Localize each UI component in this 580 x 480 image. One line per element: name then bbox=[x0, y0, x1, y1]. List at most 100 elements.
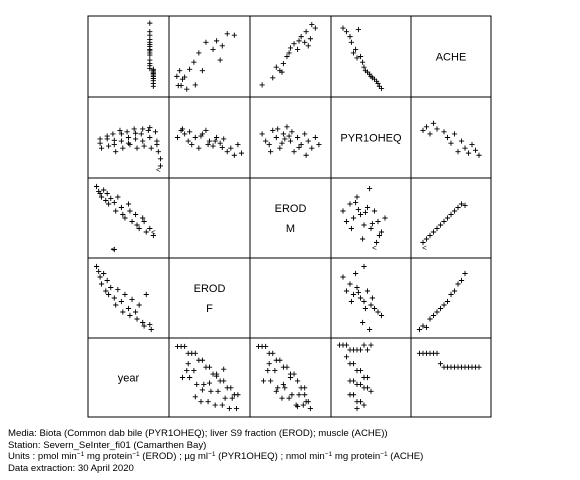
point-marker bbox=[361, 298, 367, 305]
diagonal-label: PYR1OHEQ bbox=[340, 133, 402, 145]
point-marker bbox=[184, 368, 190, 374]
point-marker bbox=[350, 291, 357, 298]
point-marker bbox=[113, 302, 119, 308]
point-marker bbox=[455, 149, 461, 155]
point-marker bbox=[277, 357, 283, 363]
point-marker bbox=[357, 381, 364, 387]
point-marker bbox=[217, 140, 223, 146]
point-marker bbox=[182, 74, 188, 80]
point-marker bbox=[353, 46, 359, 52]
point-marker bbox=[231, 152, 237, 158]
point-marker bbox=[309, 21, 315, 28]
point-marker bbox=[125, 201, 132, 207]
point-marker bbox=[448, 140, 454, 146]
point-marker bbox=[201, 381, 207, 387]
point-marker bbox=[129, 296, 135, 302]
point-marker bbox=[444, 134, 451, 141]
point-marker bbox=[361, 402, 367, 408]
point-marker bbox=[206, 138, 213, 144]
point-marker bbox=[206, 380, 213, 386]
point-marker bbox=[369, 221, 375, 227]
point-marker bbox=[221, 378, 227, 384]
point-marker bbox=[272, 368, 278, 374]
point-marker bbox=[302, 39, 308, 45]
point-marker bbox=[235, 142, 241, 148]
point-marker bbox=[259, 82, 265, 88]
point-marker bbox=[282, 385, 288, 391]
point-marker bbox=[362, 209, 368, 215]
point-marker bbox=[441, 302, 447, 308]
point-marker bbox=[97, 136, 103, 142]
point-marker bbox=[263, 138, 269, 144]
point-marker bbox=[360, 319, 366, 326]
point-marker bbox=[184, 86, 190, 92]
point-marker bbox=[455, 281, 461, 287]
point-marker bbox=[185, 138, 191, 144]
point-marker bbox=[434, 225, 440, 232]
point-marker bbox=[152, 129, 159, 135]
point-marker bbox=[295, 378, 301, 384]
point-marker bbox=[147, 124, 153, 131]
point-marker bbox=[462, 270, 468, 277]
panel-2-1 bbox=[168, 177, 251, 259]
point-marker bbox=[279, 140, 285, 146]
point-marker bbox=[157, 163, 164, 169]
point-marker bbox=[97, 190, 103, 197]
units-sup-3: −1 bbox=[208, 451, 216, 459]
point-marker bbox=[284, 53, 290, 60]
point-marker bbox=[286, 395, 292, 401]
point-marker bbox=[355, 207, 361, 213]
point-marker bbox=[222, 395, 228, 401]
point-marker bbox=[111, 246, 117, 253]
point-marker bbox=[309, 145, 315, 151]
point-marker bbox=[233, 405, 240, 412]
point-marker bbox=[192, 82, 198, 88]
less-than-marker: < bbox=[422, 243, 427, 252]
point-marker bbox=[420, 323, 426, 329]
point-marker bbox=[437, 361, 444, 367]
point-marker bbox=[451, 288, 458, 294]
point-marker bbox=[369, 295, 375, 301]
point-marker bbox=[353, 270, 359, 277]
point-marker bbox=[340, 208, 346, 214]
point-marker bbox=[378, 312, 385, 319]
point-marker bbox=[177, 68, 183, 74]
caption-units: Units : pmol min−1 mg protein−1 (EROD) ;… bbox=[8, 451, 423, 463]
point-marker bbox=[133, 136, 139, 142]
point-marker bbox=[376, 232, 382, 239]
panel-points-0-1 bbox=[174, 31, 237, 92]
point-marker bbox=[427, 232, 433, 239]
panel-points-1-0 bbox=[97, 124, 164, 169]
point-marker bbox=[108, 195, 114, 201]
panel-points-3-0 bbox=[93, 263, 154, 333]
panel-points-2-3 bbox=[340, 186, 388, 246]
point-marker bbox=[348, 298, 354, 305]
point-marker bbox=[224, 149, 230, 155]
panel-4-4 bbox=[410, 337, 492, 418]
point-marker bbox=[205, 399, 211, 405]
point-marker bbox=[375, 309, 381, 315]
point-marker bbox=[357, 368, 364, 374]
point-marker bbox=[118, 131, 124, 137]
units-text-1: Units : pmol min bbox=[8, 451, 77, 463]
point-marker bbox=[340, 25, 346, 31]
point-marker bbox=[279, 69, 285, 75]
point-marker bbox=[368, 388, 374, 394]
panel-2-0 bbox=[87, 177, 170, 259]
point-marker bbox=[154, 142, 160, 148]
point-marker bbox=[179, 374, 186, 381]
units-text-3: (EROD) ; µg ml bbox=[139, 451, 209, 463]
point-marker bbox=[350, 392, 357, 398]
point-marker bbox=[364, 374, 371, 381]
point-marker bbox=[122, 215, 128, 221]
point-marker bbox=[101, 187, 107, 193]
point-marker bbox=[374, 239, 380, 246]
point-marker bbox=[282, 136, 288, 142]
caption-station: Station: Severn_SeInter_fi01 (Camarthen … bbox=[8, 439, 207, 451]
point-marker bbox=[378, 85, 385, 92]
point-marker bbox=[147, 52, 153, 58]
panel-points-2-0 bbox=[93, 183, 156, 253]
point-marker bbox=[111, 200, 117, 206]
point-marker bbox=[368, 342, 374, 348]
point-marker bbox=[140, 138, 146, 144]
